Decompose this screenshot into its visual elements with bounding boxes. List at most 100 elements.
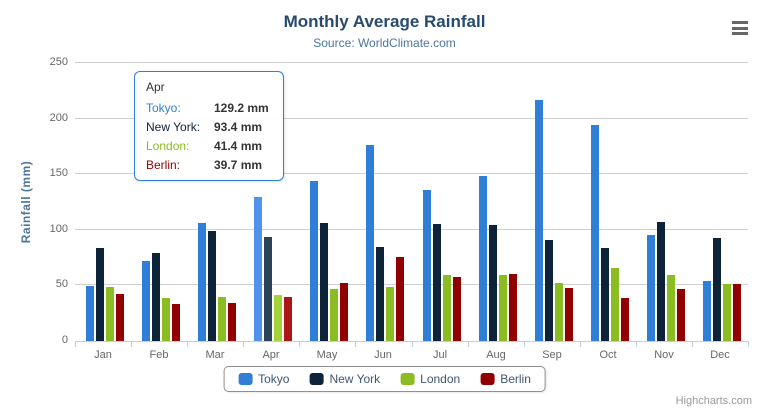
x-axis-tick [636, 342, 637, 347]
bar-berlin-sep[interactable] [565, 288, 573, 341]
bar-new-york-jan[interactable] [96, 248, 104, 341]
gridline [75, 228, 748, 230]
bar-london-feb[interactable] [162, 298, 170, 341]
x-axis-tick [580, 342, 581, 347]
bar-london-dec[interactable] [723, 284, 731, 341]
bar-london-nov[interactable] [667, 275, 675, 341]
bar-berlin-jul[interactable] [453, 277, 461, 341]
x-axis-label: Jul [432, 349, 448, 361]
bar-london-sep[interactable] [555, 283, 563, 341]
bar-berlin-jan[interactable] [116, 294, 124, 341]
tooltip-series-value: 41.4 mm [214, 139, 263, 153]
bar-new-york-aug[interactable] [489, 225, 497, 341]
legend-swatch-icon [238, 373, 253, 385]
legend-item-label: London [420, 372, 461, 386]
export-menu-button[interactable] [730, 20, 750, 38]
tooltip-row: London: 41.4 mm [146, 139, 272, 153]
bar-tokyo-may[interactable] [310, 181, 318, 341]
x-axis-tick [692, 342, 693, 347]
credits-link[interactable]: Highcharts.com [675, 395, 752, 407]
bar-tokyo-sep[interactable] [535, 100, 543, 341]
gridline [75, 173, 748, 175]
tooltip-header: Apr [146, 80, 165, 94]
bar-tokyo-jun[interactable] [366, 145, 374, 341]
bar-new-york-jul[interactable] [433, 224, 441, 341]
bar-berlin-apr[interactable] [284, 297, 292, 341]
bar-london-mar[interactable] [218, 297, 226, 341]
bar-tokyo-jan[interactable] [86, 286, 94, 341]
bar-new-york-apr[interactable] [264, 237, 272, 341]
legend-item-tokyo[interactable]: Tokyo [238, 372, 289, 386]
tooltip-series-label: Berlin: [146, 158, 181, 172]
x-axis-label: Sep [542, 349, 562, 361]
y-axis-label: 100 [49, 222, 68, 235]
legend-item-berlin[interactable]: Berlin [480, 372, 531, 386]
tooltip-row: Tokyo: 129.2 mm [146, 101, 272, 115]
x-axis-label: Mar [205, 349, 225, 361]
bar-berlin-may[interactable] [340, 283, 348, 341]
legend-item-label: Berlin [500, 372, 531, 386]
x-axis-tick [299, 342, 300, 347]
x-axis-tick [412, 342, 413, 347]
legend-item-london[interactable]: London [400, 372, 460, 386]
bar-berlin-feb[interactable] [172, 304, 180, 341]
bar-london-oct[interactable] [611, 268, 619, 341]
bar-new-york-may[interactable] [320, 223, 328, 341]
x-axis-label: May [316, 349, 338, 361]
bar-new-york-feb[interactable] [152, 253, 160, 341]
bar-tokyo-aug[interactable] [479, 176, 487, 341]
y-axis-label: 250 [49, 56, 68, 68]
x-axis-label: Aug [486, 349, 506, 361]
tooltip: Apr Tokyo: 129.2 mm New York: 93.4 mm London… [134, 71, 284, 181]
x-axis-label: Feb [149, 349, 169, 361]
bar-tokyo-nov[interactable] [647, 235, 655, 341]
hamburger-icon [732, 21, 748, 36]
bar-new-york-mar[interactable] [208, 231, 216, 341]
tooltip-series-value: 39.7 mm [214, 158, 263, 172]
chart-subtitle: Source: WorldClimate.com [313, 36, 456, 50]
x-axis-label: Nov [654, 349, 674, 361]
bar-new-york-jun[interactable] [376, 247, 384, 341]
bar-tokyo-oct[interactable] [591, 125, 599, 341]
legend-item-new-york[interactable]: New York [309, 372, 380, 386]
bar-tokyo-apr[interactable] [254, 197, 262, 341]
bar-berlin-oct[interactable] [621, 298, 629, 341]
tooltip-series-value: 93.4 mm [214, 120, 263, 134]
bar-berlin-mar[interactable] [228, 303, 236, 341]
x-axis-tick [355, 342, 356, 347]
gridline [75, 62, 748, 63]
bar-london-apr[interactable] [274, 295, 282, 341]
bar-berlin-dec[interactable] [733, 284, 741, 341]
bar-new-york-dec[interactable] [713, 238, 721, 341]
x-axis-tick [243, 342, 244, 347]
gridline [75, 284, 748, 286]
bar-new-york-nov[interactable] [657, 222, 665, 341]
x-axis-label: Jun [374, 349, 392, 361]
tooltip-row: New York: 93.4 mm [146, 120, 272, 134]
bar-new-york-oct[interactable] [601, 248, 609, 341]
x-axis-line [75, 341, 749, 342]
x-axis-label: Oct [599, 349, 617, 361]
legend-swatch-icon [480, 373, 495, 385]
bar-tokyo-jul[interactable] [423, 190, 431, 341]
bar-london-jun[interactable] [386, 287, 394, 341]
y-axis-label: 150 [49, 167, 68, 180]
bar-berlin-jun[interactable] [396, 257, 404, 341]
x-axis-tick [75, 342, 76, 347]
bar-berlin-aug[interactable] [509, 274, 517, 341]
bar-berlin-nov[interactable] [677, 289, 685, 341]
bar-new-york-sep[interactable] [545, 240, 553, 341]
x-axis-tick [748, 342, 749, 347]
x-axis-label: Apr [262, 349, 280, 361]
bar-london-jan[interactable] [106, 287, 114, 341]
x-axis-label: Dec [710, 349, 730, 361]
bar-london-may[interactable] [330, 289, 338, 341]
bar-tokyo-dec[interactable] [703, 281, 711, 341]
bar-london-aug[interactable] [499, 275, 507, 341]
bar-tokyo-mar[interactable] [198, 223, 206, 341]
x-axis-tick [131, 342, 132, 347]
bar-london-jul[interactable] [443, 275, 451, 341]
tooltip-row: Berlin: 39.7 mm [146, 158, 272, 172]
bar-tokyo-feb[interactable] [142, 261, 150, 341]
gridline [75, 117, 748, 119]
